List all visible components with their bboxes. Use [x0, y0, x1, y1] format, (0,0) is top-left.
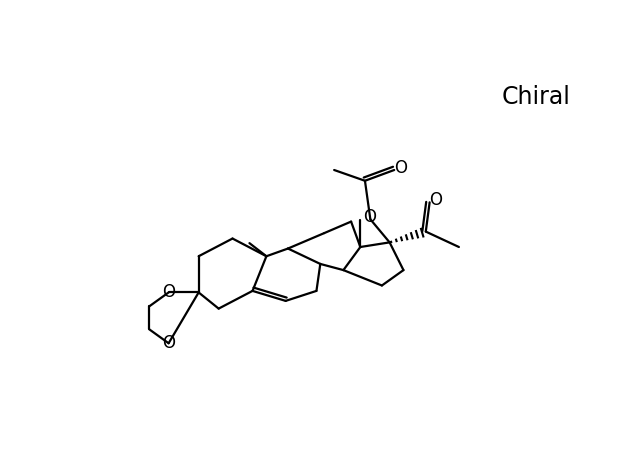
Text: O: O: [162, 334, 175, 352]
Text: O: O: [162, 283, 175, 301]
Text: O: O: [429, 191, 442, 209]
Text: Chiral: Chiral: [501, 85, 570, 108]
Text: O: O: [363, 208, 376, 226]
Text: O: O: [394, 159, 407, 177]
